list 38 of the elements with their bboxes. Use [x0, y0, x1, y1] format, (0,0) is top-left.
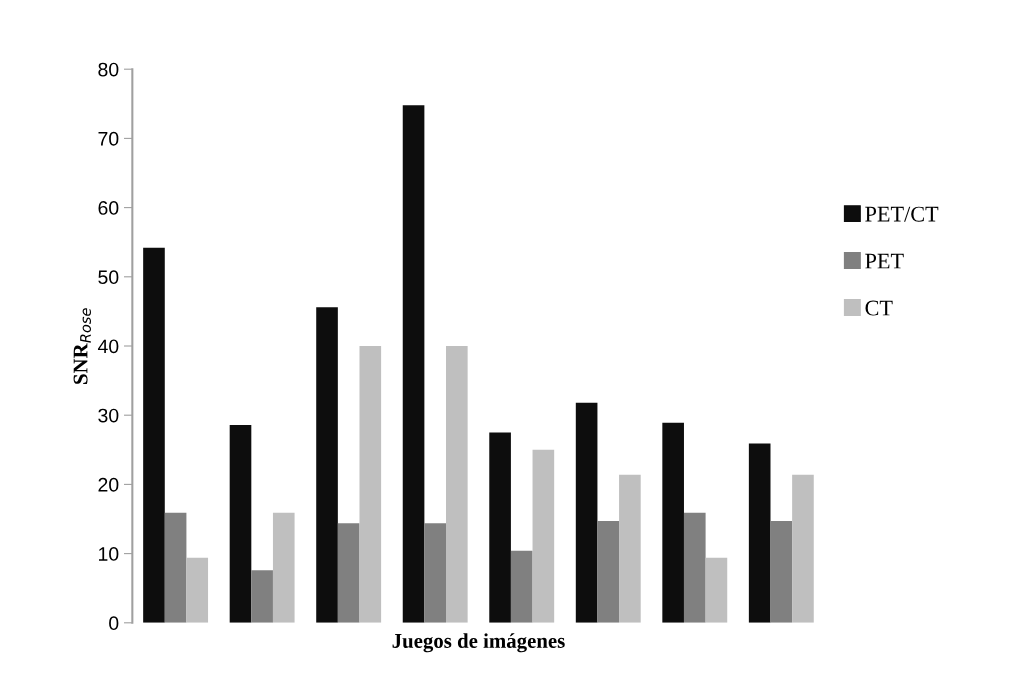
- bar: [619, 474, 641, 623]
- bar: [510, 550, 533, 623]
- y-tick-label: 30: [98, 408, 119, 423]
- y-tick-label: 40: [97, 339, 119, 354]
- bar: [402, 105, 425, 623]
- bar: [272, 512, 295, 623]
- bar: [489, 432, 511, 623]
- y-tick-label: 20: [98, 477, 119, 492]
- bar: [748, 443, 771, 623]
- bar: [186, 557, 209, 623]
- y-axis-title: SNR$_{Rose}$: [73, 308, 91, 384]
- bar: [683, 512, 706, 623]
- bar: [164, 512, 187, 623]
- bar: [229, 424, 252, 623]
- bar: [792, 474, 814, 623]
- y-tick-label: 10: [99, 547, 119, 561]
- y-tick-label: 50: [98, 270, 119, 285]
- bar: [770, 521, 793, 623]
- bar: [316, 307, 338, 623]
- y-tick-label: 80: [98, 62, 119, 77]
- bar: [143, 247, 165, 623]
- x-axis-title: Juegos de imágenes: [392, 633, 565, 653]
- bar: [251, 570, 273, 623]
- y-tick-label: 70: [98, 131, 119, 146]
- bar: [424, 523, 447, 623]
- bar: [359, 346, 382, 623]
- legend-label: PET: [865, 253, 904, 269]
- bar: [662, 422, 684, 623]
- y-tick-label: 60: [98, 201, 119, 215]
- bar: [337, 523, 360, 623]
- bar: [532, 449, 555, 623]
- legend-label: CT: [865, 300, 893, 316]
- bar: [705, 557, 728, 623]
- bar: [597, 521, 620, 623]
- y-tick-label: 0: [109, 616, 119, 631]
- legend-label: PET/CT: [865, 206, 939, 222]
- bar: [575, 402, 598, 623]
- bar: [446, 346, 468, 623]
